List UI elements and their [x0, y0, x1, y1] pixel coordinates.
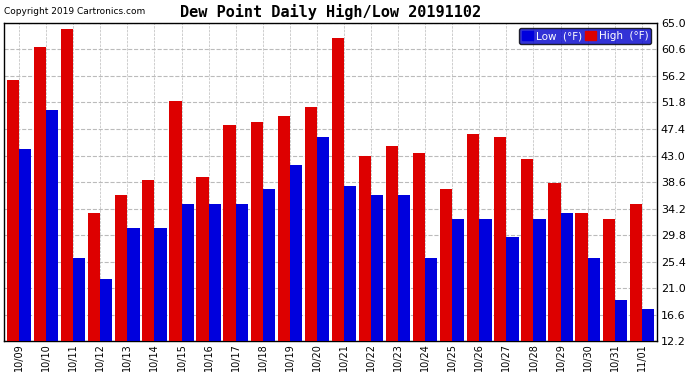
Bar — [615, 300, 627, 342]
Bar — [236, 204, 248, 342]
Bar — [224, 125, 236, 342]
Bar — [305, 107, 317, 342]
Bar — [480, 219, 491, 342]
Bar — [250, 122, 263, 342]
Bar — [88, 213, 100, 342]
Bar — [386, 147, 398, 342]
Bar — [440, 189, 452, 342]
Bar — [317, 137, 329, 342]
Bar — [506, 237, 519, 342]
Bar — [61, 29, 73, 342]
Bar — [142, 180, 155, 342]
Bar — [181, 204, 194, 342]
Bar — [533, 219, 546, 342]
Bar — [371, 195, 383, 342]
Bar — [452, 219, 464, 342]
Bar — [290, 165, 302, 342]
Bar — [413, 153, 425, 342]
Bar — [115, 195, 128, 342]
Legend: Low  (°F), High  (°F): Low (°F), High (°F) — [520, 28, 651, 44]
Bar — [277, 116, 290, 342]
Bar — [332, 38, 344, 342]
Bar — [467, 134, 480, 342]
Bar — [208, 204, 221, 342]
Bar — [46, 110, 59, 342]
Bar — [359, 156, 371, 342]
Bar — [642, 309, 654, 342]
Bar — [73, 258, 86, 342]
Bar — [575, 213, 588, 342]
Bar — [560, 213, 573, 342]
Bar — [19, 150, 31, 342]
Bar — [7, 80, 19, 342]
Bar — [494, 137, 506, 342]
Bar — [425, 258, 437, 342]
Bar — [629, 204, 642, 342]
Title: Dew Point Daily High/Low 20191102: Dew Point Daily High/Low 20191102 — [180, 4, 481, 20]
Bar — [263, 189, 275, 342]
Bar — [100, 279, 112, 342]
Bar — [549, 183, 560, 342]
Bar — [521, 159, 533, 342]
Bar — [344, 186, 356, 342]
Bar — [588, 258, 600, 342]
Bar — [169, 101, 181, 342]
Bar — [398, 195, 411, 342]
Bar — [602, 219, 615, 342]
Bar — [128, 228, 139, 342]
Text: Copyright 2019 Cartronics.com: Copyright 2019 Cartronics.com — [4, 8, 146, 16]
Bar — [155, 228, 166, 342]
Bar — [197, 177, 208, 342]
Bar — [34, 47, 46, 342]
